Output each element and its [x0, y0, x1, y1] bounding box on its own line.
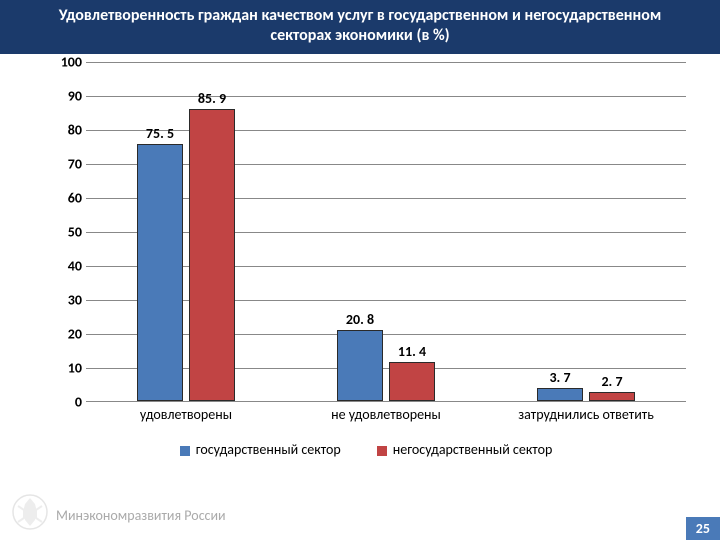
value-label: 11. 4: [382, 343, 442, 360]
y-tick-label: 20: [50, 326, 82, 343]
y-tick-label: 90: [50, 88, 82, 105]
value-label: 85. 9: [182, 90, 242, 107]
legend: государственный сектор негосударственный …: [46, 440, 686, 459]
grid-line: [86, 96, 686, 97]
chart-area: 010203040506070809010075. 585. 9удовлетв…: [46, 62, 686, 452]
bar: [137, 144, 183, 401]
legend-item: государственный сектор: [180, 441, 341, 458]
y-tick-label: 10: [50, 360, 82, 377]
plot-area: 010203040506070809010075. 585. 9удовлетв…: [86, 62, 686, 402]
legend-label: негосударственный сектор: [393, 441, 553, 458]
y-tick-label: 100: [50, 54, 82, 71]
value-label: 2. 7: [582, 373, 642, 390]
page-number: 25: [686, 517, 720, 540]
bar: [537, 388, 583, 401]
y-tick-label: 70: [50, 156, 82, 173]
value-label: 3. 7: [530, 369, 590, 386]
legend-swatch: [180, 446, 190, 456]
footer-org: Минэкономразвития России: [56, 507, 226, 524]
category-label: затруднились ответить: [486, 406, 686, 423]
legend-swatch: [377, 446, 387, 456]
legend-item: негосударственный сектор: [377, 441, 553, 458]
value-label: 75. 5: [130, 125, 190, 142]
chart-title: Удовлетворенность граждан качеством услу…: [0, 0, 720, 54]
y-tick-label: 80: [50, 122, 82, 139]
bar: [589, 392, 635, 401]
y-tick-label: 30: [50, 292, 82, 309]
category-label: удовлетворены: [86, 406, 286, 423]
y-tick-label: 60: [50, 190, 82, 207]
legend-label: государственный сектор: [196, 441, 341, 458]
y-tick-label: 50: [50, 224, 82, 241]
value-label: 20. 8: [330, 311, 390, 328]
bar: [189, 109, 235, 401]
y-tick-label: 0: [50, 394, 82, 411]
bar: [337, 330, 383, 401]
y-tick-label: 40: [50, 258, 82, 275]
emblem-icon: [10, 492, 50, 532]
bar: [389, 362, 435, 401]
category-label: не удовлетворены: [286, 406, 486, 423]
grid-line: [86, 62, 686, 63]
